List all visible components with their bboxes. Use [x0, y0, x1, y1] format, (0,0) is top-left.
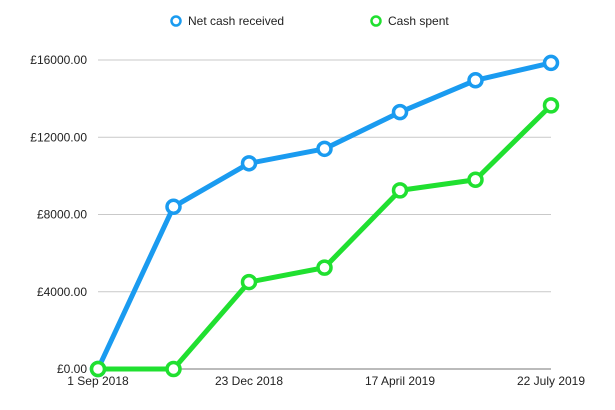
data-point-net-cash-received: [316, 140, 333, 158]
data-point-cash-spent: [316, 259, 333, 276]
y-tick-label: £12000.00: [30, 130, 87, 144]
data-point-net-cash-received: [542, 54, 560, 72]
x-tick-label: 17 April 2019: [365, 374, 435, 388]
legend: Net cash received Cash spent: [170, 14, 449, 28]
legend-label-cash-spent: Cash spent: [388, 14, 449, 28]
legend-label-net-cash-received: Net cash received: [188, 14, 284, 28]
y-tick-label: £8000.00: [37, 208, 87, 222]
data-point-net-cash-received: [391, 103, 409, 121]
y-tick-label: £0.00: [57, 362, 87, 376]
legend-item-cash-spent: Cash spent: [370, 14, 449, 28]
data-point-cash-spent: [391, 182, 409, 199]
data-point-cash-spent: [165, 360, 182, 378]
x-tick-label: 1 Sep 2018: [67, 374, 129, 388]
legend-item-net-cash-received: Net cash received: [170, 14, 284, 28]
y-tick-label: £16000.00: [30, 53, 87, 67]
y-tick-label: £4000.00: [37, 285, 87, 299]
series-net-cash-received: [89, 54, 560, 378]
data-point-cash-spent: [467, 171, 484, 188]
legend-marker-net-cash-received: [170, 15, 182, 27]
data-point-cash-spent: [89, 360, 107, 378]
data-point-cash-spent: [240, 273, 258, 291]
data-point-net-cash-received: [165, 198, 182, 216]
legend-marker-cash-spent: [370, 15, 382, 27]
grid: [98, 59, 551, 370]
series-cash-spent: [89, 97, 560, 378]
x-tick-label: 22 July 2019: [517, 374, 585, 388]
data-point-net-cash-received: [240, 155, 258, 172]
x-axis-ticks: 1 Sep 2018 23 Dec 2018 17 April 2019 22 Jul…: [67, 374, 585, 388]
series-layer: [89, 54, 560, 378]
x-tick-label: 23 Dec 2018: [215, 374, 283, 388]
data-point-cash-spent: [542, 97, 560, 114]
data-point-net-cash-received: [467, 72, 484, 89]
series-line-net-cash-received: [95, 60, 554, 372]
y-axis-ticks: £0.00 £4000.00 £8000.00 £12000.00 £16000.00: [30, 53, 87, 376]
